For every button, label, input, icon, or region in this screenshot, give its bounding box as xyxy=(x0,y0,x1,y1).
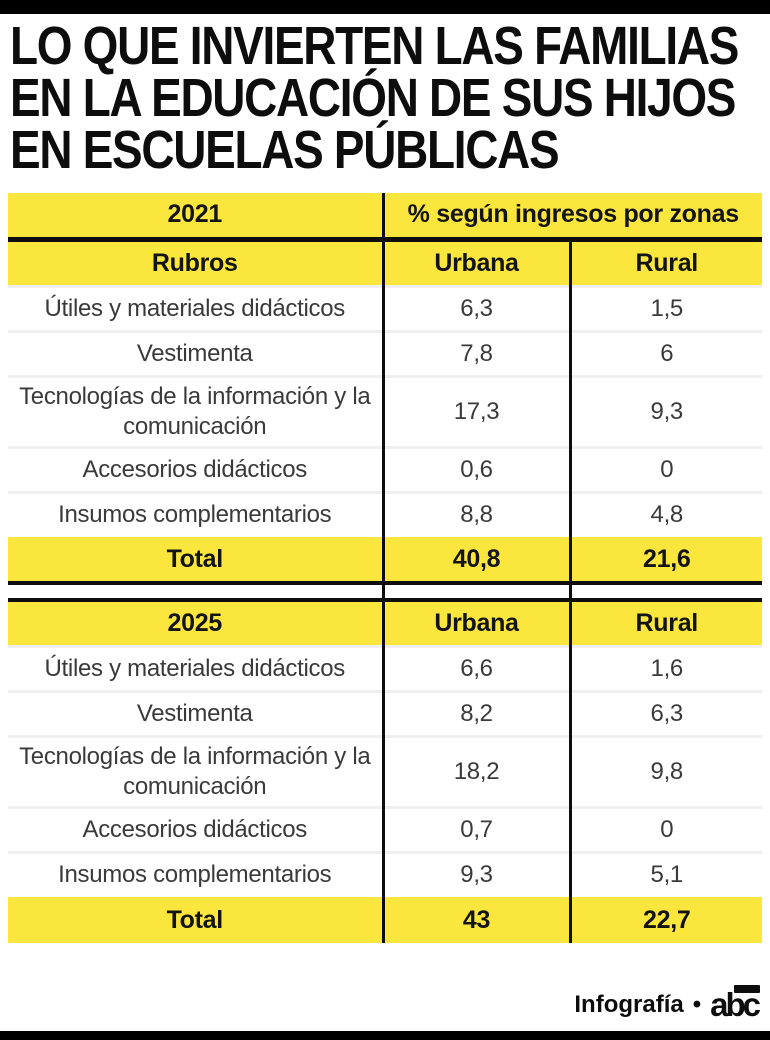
rural-value: 9,3 xyxy=(568,374,762,447)
rural-value: 0 xyxy=(568,805,762,852)
investment-tables: 2021 % según ingresos por zonas Rubros U… xyxy=(8,193,762,943)
rural-value: 0 xyxy=(568,445,762,492)
rural-value: 6,3 xyxy=(568,689,762,736)
table-2025-header-row: 2025 Urbana Rural xyxy=(8,598,762,646)
row-label: Accesorios didácticos xyxy=(8,445,383,492)
top-black-bar xyxy=(0,0,770,14)
urbana-value: 8,8 xyxy=(381,490,570,537)
total-urbana-value: 40,8 xyxy=(381,537,570,585)
credit-label: Infografía xyxy=(574,991,684,1018)
page-title: LO QUE INVIERTEN LAS FAMILIAS EN LA EDUC… xyxy=(10,16,758,180)
urbana-value: 17,3 xyxy=(381,374,570,447)
row-label: Accesorios didácticos xyxy=(8,805,383,852)
rural-value: 1,5 xyxy=(568,284,762,331)
rural-value: 1,6 xyxy=(568,644,762,691)
credit-line: Infografía • abc xyxy=(574,985,761,1021)
urbana-value: 7,8 xyxy=(381,329,570,376)
pct-by-zone-header: % según ingresos por zonas xyxy=(381,193,762,242)
rural-value: 5,1 xyxy=(568,850,762,897)
table-row: Tecnologías de la información y la comun… xyxy=(8,734,762,807)
rural-value: 4,8 xyxy=(568,490,762,537)
table-row: Accesorios didácticos 0,6 0 xyxy=(8,445,762,492)
page-title-line-2: EN LA EDUCACIÓN DE SUS HIJOS xyxy=(10,68,736,128)
year-2025-label: 2025 xyxy=(8,598,383,646)
row-label: Útiles y materiales didácticos xyxy=(8,644,383,691)
table-2021-header-row: 2021 % según ingresos por zonas xyxy=(8,193,762,242)
year-2021-label: 2021 xyxy=(8,193,383,242)
abc-logo: abc xyxy=(710,985,761,1021)
row-label: Insumos complementarios xyxy=(8,490,383,537)
abc-logo-text: abc xyxy=(710,986,761,1023)
total-urbana-value: 43 xyxy=(381,897,570,943)
total-label: Total xyxy=(8,897,383,943)
total-rural-value: 22,7 xyxy=(568,897,762,943)
table-2021-columns-row: Rubros Urbana Rural xyxy=(8,239,762,286)
col-header-rural: Rural xyxy=(568,598,762,646)
table-row: Tecnologías de la información y la comun… xyxy=(8,374,762,447)
page-title-line-1: LO QUE INVIERTEN LAS FAMILIAS xyxy=(10,16,739,76)
col-header-urbana: Urbana xyxy=(381,239,570,286)
col-header-urbana: Urbana xyxy=(381,598,570,646)
row-label: Insumos complementarios xyxy=(8,850,383,897)
urbana-value: 18,2 xyxy=(381,734,570,807)
urbana-value: 6,6 xyxy=(381,644,570,691)
table-spacer xyxy=(8,583,762,600)
bullet-separator: • xyxy=(692,991,702,1018)
table-2021-total-row: Total 40,8 21,6 xyxy=(8,537,762,585)
urbana-value: 9,3 xyxy=(381,850,570,897)
row-label: Tecnologías de la información y la comun… xyxy=(8,374,383,447)
investment-table: 2021 % según ingresos por zonas Rubros U… xyxy=(8,193,762,943)
table-row: Insumos complementarios 9,3 5,1 xyxy=(8,850,762,897)
table-row: Vestimenta 8,2 6,3 xyxy=(8,689,762,736)
abc-logo-ribbon xyxy=(734,985,760,993)
row-label: Vestimenta xyxy=(8,329,383,376)
total-rural-value: 21,6 xyxy=(568,537,762,585)
table-row: Útiles y materiales didácticos 6,6 1,6 xyxy=(8,644,762,691)
urbana-value: 6,3 xyxy=(381,284,570,331)
rural-value: 6 xyxy=(568,329,762,376)
urbana-value: 8,2 xyxy=(381,689,570,736)
bottom-black-bar xyxy=(0,1031,770,1040)
table-row: Vestimenta 7,8 6 xyxy=(8,329,762,376)
row-label: Vestimenta xyxy=(8,689,383,736)
urbana-value: 0,7 xyxy=(381,805,570,852)
table-row: Útiles y materiales didácticos 6,3 1,5 xyxy=(8,284,762,331)
col-header-rubros: Rubros xyxy=(8,239,383,286)
rural-value: 9,8 xyxy=(568,734,762,807)
col-header-rural: Rural xyxy=(568,239,762,286)
table-2025-total-row: Total 43 22,7 xyxy=(8,897,762,943)
table-row: Accesorios didácticos 0,7 0 xyxy=(8,805,762,852)
table-row: Insumos complementarios 8,8 4,8 xyxy=(8,490,762,537)
page-title-line-3: EN ESCUELAS PÚBLICAS xyxy=(10,120,560,180)
urbana-value: 0,6 xyxy=(381,445,570,492)
row-label: Tecnologías de la información y la comun… xyxy=(8,734,383,807)
total-label: Total xyxy=(8,537,383,585)
row-label: Útiles y materiales didácticos xyxy=(8,284,383,331)
